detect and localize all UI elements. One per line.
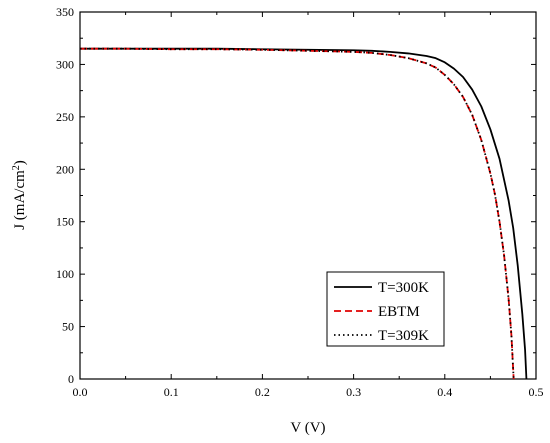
y-axis-title-sup: 2: [11, 165, 22, 170]
x-tick-label: 0.5: [529, 385, 544, 399]
x-tick-label: 0.0: [73, 385, 88, 399]
legend-box: [326, 271, 445, 347]
legend-label-t309k: T=309K: [378, 328, 429, 344]
legend: T=300K EBTM T=309K: [326, 271, 445, 347]
y-axis-title-close: ): [12, 160, 28, 165]
series-line-t-309k: [80, 47, 515, 380]
y-tick-label: 250: [56, 110, 74, 124]
series-layer: [80, 47, 528, 380]
x-axis-ticks: 0.0 0.1 0.2 0.3 0.4 0.5: [73, 12, 544, 399]
series-line-ebtm: [80, 47, 515, 380]
x-tick-label: 0.2: [255, 385, 270, 399]
y-tick-label: 200: [56, 162, 74, 176]
y-axis-ticks: 0 50 100 150 200 250 300 350: [56, 5, 536, 386]
y-axis-title-main: J (mA/cm: [12, 170, 28, 230]
x-tick-label: 0.1: [164, 385, 179, 399]
y-tick-label: 100: [56, 267, 74, 281]
y-axis-title: J (mA/cm2): [11, 160, 28, 230]
y-tick-label: 50: [62, 320, 74, 334]
legend-label-ebtm: EBTM: [378, 304, 420, 320]
plot-frame: [79, 11, 537, 380]
series-line-t-300k: [80, 47, 528, 380]
legend-label-t300k: T=300K: [378, 280, 429, 296]
y-tick-label: 300: [56, 57, 74, 71]
x-axis-title: V (V): [290, 420, 325, 436]
x-tick-label: 0.4: [437, 385, 452, 399]
x-tick-label: 0.3: [346, 385, 361, 399]
y-tick-label: 350: [56, 5, 74, 19]
y-tick-label: 150: [56, 215, 74, 229]
y-tick-label: 0: [68, 372, 74, 386]
